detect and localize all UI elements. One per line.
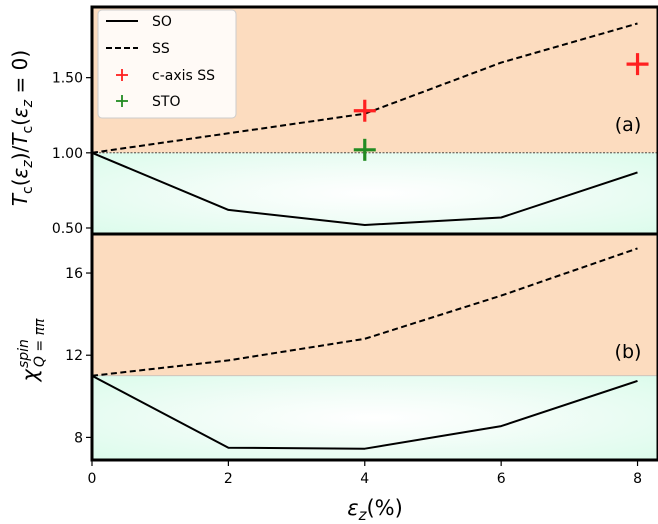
- panel-a: 0.50 1.00 1.50 Tc(εz)/Tc(εz = 0) (a) SO SS…: [8, 5, 658, 237]
- panel-a-series-so: [92, 151, 638, 226]
- panel-b-series-ss: [92, 247, 638, 377]
- panel-a-marker-c-axis-ss: [626, 53, 649, 76]
- panel-a-ytick-label: 0.50: [52, 221, 83, 237]
- panel-b-lower-region: [92, 375, 658, 460]
- panel-b-ytick-label: 12: [65, 348, 83, 364]
- panel-b-series-so: [92, 374, 638, 450]
- panel-a-lower-region: [92, 152, 658, 234]
- legend-box: [97, 9, 237, 119]
- panel-a-ylabel: Tc(εz)/Tc(εz = 0): [8, 50, 36, 206]
- x-axis-label: εz(%): [347, 496, 403, 524]
- panel-a-ytick-label: 1.50: [52, 71, 83, 87]
- x-tick-label: 6: [497, 471, 506, 487]
- legend-label-c-axis-ss: c-axis SS: [152, 68, 215, 84]
- x-tick-label: 8: [633, 471, 642, 487]
- panel-a-ytick-label: 1.00: [52, 146, 83, 162]
- x-tick-label: 2: [224, 471, 233, 487]
- panel-b-ytick-label: 8: [74, 430, 83, 446]
- panel-a-marker-c-axis-ss: [353, 99, 376, 122]
- panel-a-marker-sto: [353, 138, 376, 161]
- panel-b-frame: [90, 232, 658, 462]
- x-tick-label: 0: [88, 471, 97, 487]
- legend-label-sto: STO: [152, 94, 180, 110]
- legend-label-so: SO: [152, 14, 172, 30]
- panel-b-tag: (b): [615, 341, 642, 363]
- x-tick-label: 4: [360, 471, 369, 487]
- panel-a-tag: (a): [615, 114, 641, 136]
- legend: SO SS c-axis SS STO: [97, 9, 237, 119]
- legend-label-ss: SS: [152, 41, 170, 57]
- panel-b: 8 12 16 0 2 4 6 8 χspinQ = ππ (b) εz(%): [16, 232, 658, 524]
- panel-b-upper-region: [92, 234, 658, 376]
- legend-swatch-sto: [116, 95, 128, 107]
- panel-b-ylabel: χspinQ = ππ: [16, 318, 48, 382]
- legend-swatch-c-axis-ss: [116, 69, 128, 81]
- panel-b-ytick-label: 16: [65, 266, 83, 282]
